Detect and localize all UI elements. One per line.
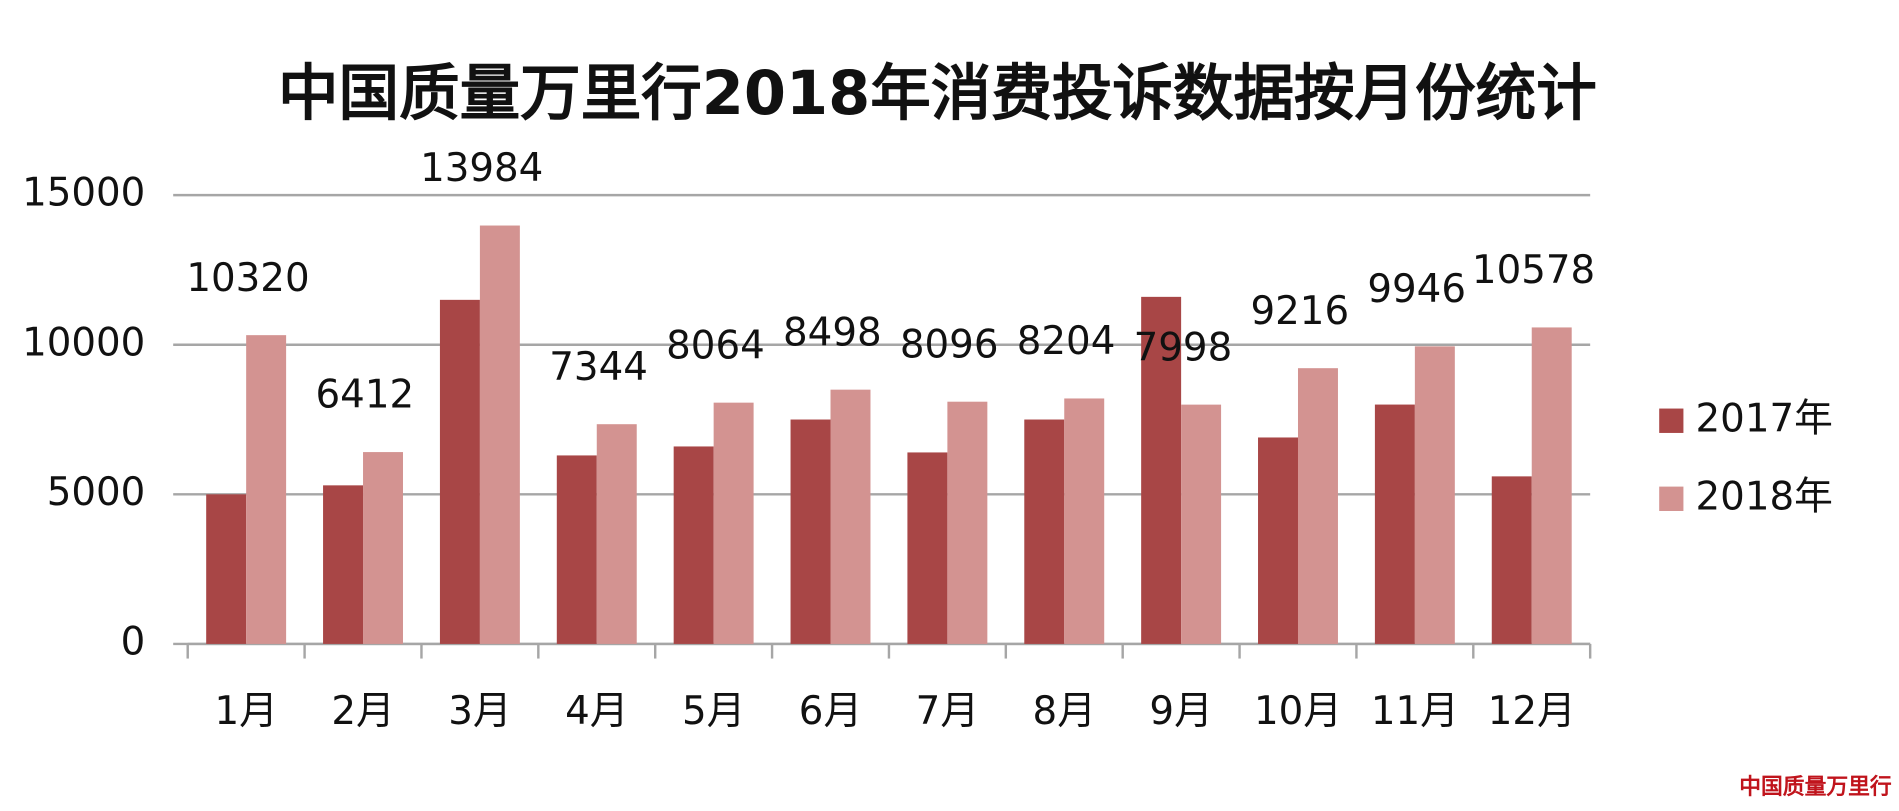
data-label: 6412 — [316, 373, 415, 418]
data-label: 10320 — [186, 256, 309, 301]
chart-title: 中国质量万里行2018年消费投诉数据按月份统计 — [278, 59, 1597, 129]
bar — [830, 389, 871, 644]
bar — [439, 299, 480, 644]
legend-label: 2017年 — [1696, 396, 1833, 441]
bar — [713, 402, 754, 644]
bar — [673, 446, 714, 644]
bar — [1531, 327, 1572, 644]
data-label: 8204 — [1017, 319, 1116, 364]
bar — [1297, 368, 1338, 644]
legend-swatch — [1659, 486, 1684, 511]
y-tick-label: 5000 — [47, 470, 146, 515]
y-tick-label: 10000 — [22, 320, 145, 365]
x-tick-label: 1月 — [214, 689, 277, 734]
data-label: 8064 — [666, 323, 765, 368]
data-label: 9946 — [1367, 267, 1466, 312]
x-tick-label: 11月 — [1371, 689, 1459, 734]
bar — [1024, 419, 1065, 644]
bar — [947, 401, 988, 644]
data-label: 13984 — [420, 146, 543, 191]
data-label: 8096 — [900, 322, 999, 367]
bar — [1181, 404, 1222, 644]
bar — [1374, 404, 1415, 644]
x-tick-label: 6月 — [799, 689, 862, 734]
x-tick-label: 4月 — [565, 689, 628, 734]
legend-swatch — [1659, 408, 1684, 433]
bar — [363, 452, 403, 644]
bar — [246, 335, 287, 644]
bar — [790, 419, 831, 644]
legend-label: 2018年 — [1696, 474, 1833, 519]
bar — [323, 485, 364, 644]
x-tick-label: 9月 — [1149, 689, 1212, 734]
bar — [206, 494, 247, 644]
x-tick-label: 12月 — [1488, 689, 1576, 734]
x-tick-label: 2月 — [331, 689, 394, 734]
data-label: 8498 — [783, 310, 882, 355]
watermark: 中国质量万里行 — [1739, 774, 1892, 800]
x-tick-label: 10月 — [1254, 689, 1342, 734]
bar — [1141, 296, 1182, 644]
x-tick-label: 7月 — [916, 689, 979, 734]
bar — [1414, 346, 1455, 644]
y-tick-label: 15000 — [22, 171, 145, 216]
bar — [1064, 398, 1105, 644]
bar — [907, 452, 948, 644]
data-label: 7998 — [1134, 325, 1233, 370]
x-tick-label: 5月 — [682, 689, 745, 734]
data-label: 7344 — [549, 345, 648, 390]
bar — [596, 424, 637, 644]
x-tick-label: 3月 — [448, 689, 511, 734]
bar — [556, 455, 597, 644]
bar — [1491, 476, 1532, 644]
bar — [479, 225, 520, 644]
y-tick-label: 0 — [121, 619, 146, 664]
bar — [1258, 437, 1298, 644]
data-label: 10578 — [1472, 248, 1595, 293]
x-tick-label: 8月 — [1033, 689, 1096, 734]
data-label: 9216 — [1251, 289, 1350, 334]
